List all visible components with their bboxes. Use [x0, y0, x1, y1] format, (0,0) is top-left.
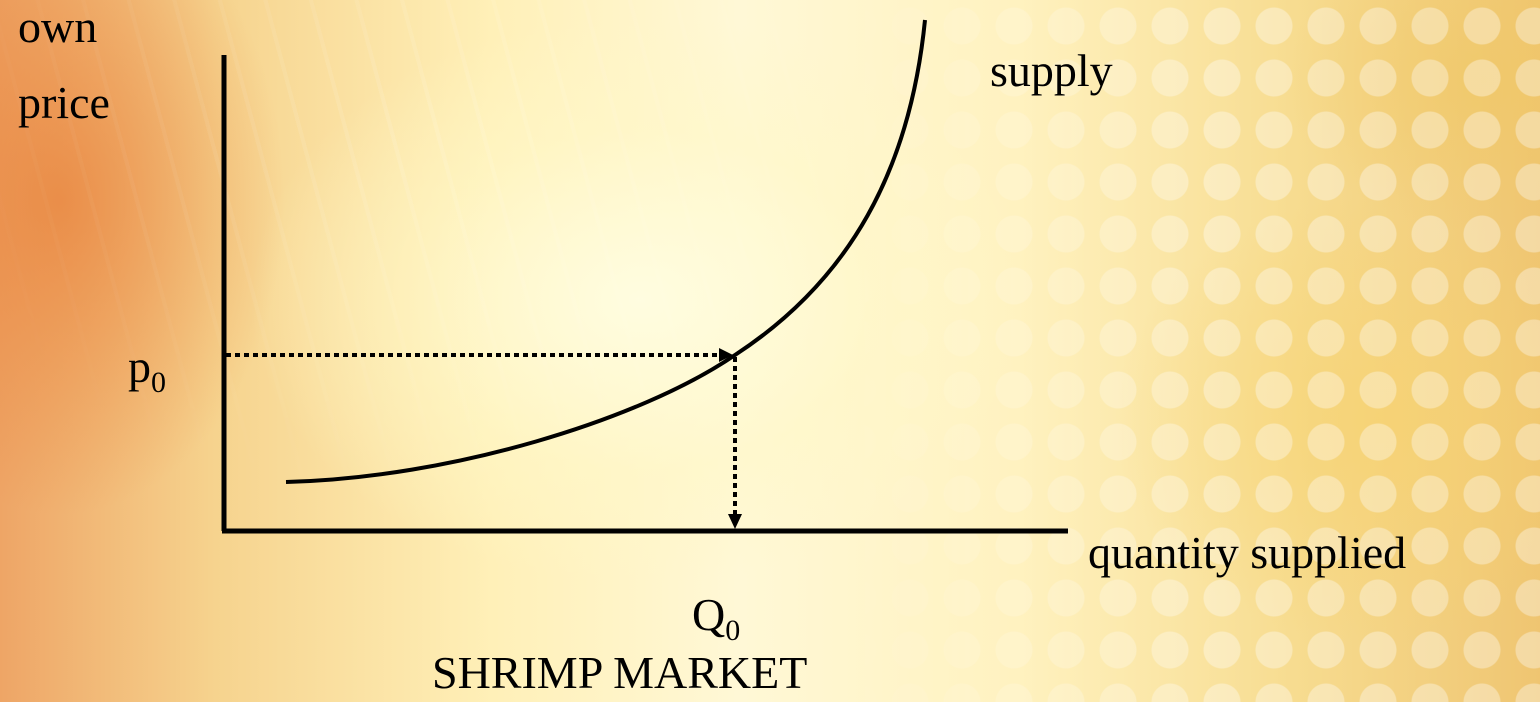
supply-label: supply — [990, 45, 1113, 96]
price-symbol: p — [128, 341, 151, 392]
price-p0-label: p0 — [128, 344, 166, 398]
y-axis-label-line2: price — [18, 77, 110, 128]
x-axis-label: quantity supplied — [1088, 527, 1407, 578]
price-guide-arrowhead — [719, 348, 733, 362]
quantity-subscript: 0 — [725, 614, 741, 647]
supply-curve — [285, 19, 927, 484]
y-axis-label-line1: own — [18, 1, 98, 52]
diagram-caption: SHRIMP MARKET — [432, 647, 808, 698]
price-subscript: 0 — [151, 366, 166, 399]
quantity-guide-arrowhead — [728, 514, 742, 529]
quantity-symbol: Q — [692, 589, 726, 640]
quantity-q0-label: Q0 — [692, 592, 740, 646]
